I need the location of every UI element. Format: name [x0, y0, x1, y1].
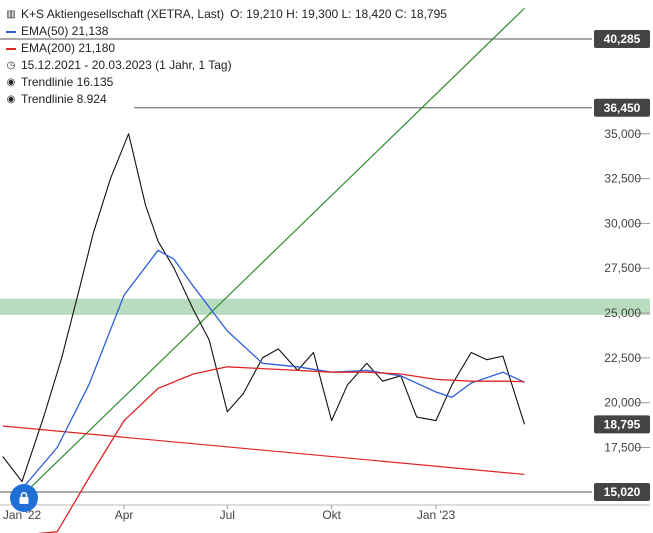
x-tick-label: Jan '22 — [3, 508, 42, 522]
target-icon: ◉ — [6, 77, 16, 88]
x-tick-label: Jan '23 — [417, 508, 456, 522]
trendline-up[interactable] — [21, 7, 525, 497]
ema200-label: EMA(200) 21,180 — [21, 41, 116, 55]
legend-ohlc: O: 19,210 H: 19,300 L: 18,420 C: 18,795 — [230, 7, 447, 21]
target-icon: ◉ — [6, 94, 16, 105]
x-tick-label: Okt — [322, 508, 341, 522]
lock-icon — [19, 491, 29, 504]
legend-trend2[interactable]: ◉ Trendlinie 8.924 — [6, 91, 447, 108]
price-label: 15,020 — [604, 485, 641, 499]
price-label: 40,285 — [604, 32, 641, 46]
y-tick-label: 27,500 — [604, 261, 641, 275]
trend1-label: Trendlinie 16.135 — [21, 75, 114, 89]
price-label: 18,795 — [604, 417, 641, 431]
support-zone — [0, 298, 650, 315]
legend-title-row: ▥ K+S Aktiengesellschaft (XETRA, Last) O… — [6, 6, 447, 23]
chart-legend: ▥ K+S Aktiengesellschaft (XETRA, Last) O… — [6, 6, 447, 108]
clock-icon: ◷ — [6, 60, 16, 71]
y-tick-label: 20,000 — [604, 396, 641, 410]
y-axis: 17,500 20,000 22,500 25,000 27,500 30,000 32,5… — [604, 127, 650, 455]
y-tick-label: 25,000 — [604, 306, 641, 320]
lock-button[interactable] — [10, 484, 38, 512]
price-labels: 40,285 36,450 18,795 15,020 — [594, 30, 650, 501]
legend-ema200[interactable]: EMA(200) 21,180 — [6, 40, 447, 57]
y-tick-label: 22,500 — [604, 351, 641, 365]
price-label-box — [594, 415, 650, 434]
ema200-line[interactable] — [22, 366, 525, 533]
ema200-swatch — [6, 47, 16, 50]
y-tick-label: 17,500 — [604, 441, 641, 455]
legend-trend1[interactable]: ◉ Trendlinie 16.135 — [6, 74, 447, 91]
y-tick-label: 32,500 — [604, 172, 641, 186]
price-label-box — [594, 483, 650, 501]
y-tick-label: 35,000 — [604, 127, 641, 141]
legend-ema50[interactable]: EMA(50) 21,138 — [6, 23, 447, 40]
range-label: 15.12.2021 - 20.03.2023 (1 Jahr, 1 Tag) — [21, 58, 232, 72]
x-tick-label: Apr — [115, 508, 134, 522]
bar-chart-icon: ▥ — [6, 9, 16, 20]
price-line[interactable] — [2, 133, 526, 483]
price-label-box — [594, 30, 650, 48]
x-tick-label: Jul — [220, 508, 235, 522]
price-label-box — [594, 98, 650, 117]
trendline-down[interactable] — [2, 425, 525, 476]
legend-range: ◷ 15.12.2021 - 20.03.2023 (1 Jahr, 1 Tag… — [6, 57, 447, 74]
x-axis: Jan '22 Apr Jul Okt Jan '23 — [0, 504, 650, 522]
legend-title: K+S Aktiengesellschaft (XETRA, Last) — [21, 7, 225, 21]
price-label: 36,450 — [604, 101, 641, 115]
ema50-line[interactable] — [21, 249, 525, 490]
ema50-label: EMA(50) 21,138 — [21, 24, 109, 38]
ema50-swatch — [6, 30, 16, 33]
y-tick-label: 30,000 — [604, 216, 641, 230]
trend2-label: Trendlinie 8.924 — [21, 92, 107, 106]
series-group — [2, 133, 526, 533]
